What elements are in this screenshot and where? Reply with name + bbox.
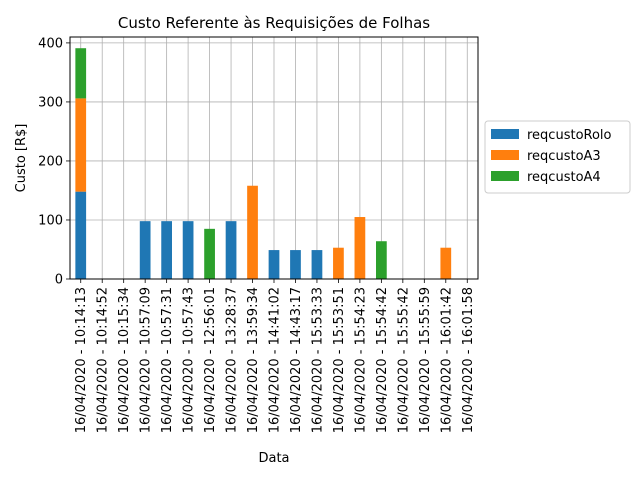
x-tick-label: 16/04/2020 - 14:41:02 [268,287,283,433]
legend-label: reqcustoA4 [527,170,601,185]
y-tick-label: 200 [38,154,63,169]
x-axis-label: Data [258,451,289,466]
x-tick-label: 16/04/2020 - 16:01:42 [439,287,454,433]
bar-segment-reqcustoRolo [268,250,280,279]
bar-segment-reqcustoRolo [290,250,301,279]
y-axis: 0 100 200 300 400 [38,36,70,288]
x-tick-label: 16/04/2020 - 15:54:42 [375,287,390,433]
x-tick-label: 16/04/2020 - 15:53:33 [310,287,325,433]
x-tick-label: 16/04/2020 - 13:28:37 [225,287,240,433]
legend-swatch [491,171,519,181]
legend-label: reqcustoRolo [527,128,612,143]
bar-segment-reqcustoRolo [75,191,87,279]
legend-box [484,120,631,194]
bar-segment-reqcustoA4 [204,228,215,279]
legend: reqcustoRolo reqcustoA3 reqcustoA4 [484,120,631,194]
legend-swatch [491,150,519,160]
bar-segment-reqcustoRolo [311,250,323,279]
x-tick-label: 16/04/2020 - 16:01:58 [461,287,476,433]
x-tick-label: 16/04/2020 - 15:54:23 [353,287,368,433]
x-tick-label: 16/04/2020 - 15:55:59 [418,287,433,433]
chart-title: Custo Referente às Requisições de Folhas [118,14,430,32]
bar-segment-reqcustoRolo [225,221,237,279]
legend-swatch [491,129,519,139]
bar-segment-reqcustoRolo [139,221,151,279]
y-tick-label: 300 [38,95,63,110]
x-axis: 16/04/2020 - 10:14:13 16/04/2020 - 10:14:… [74,279,476,433]
bar-segment-reqcustoA3 [247,185,258,279]
x-tick-label: 16/04/2020 - 14:43:17 [289,287,304,433]
bar-segment-reqcustoRolo [182,221,194,279]
y-tick-label: 400 [38,36,63,51]
y-tick-label: 0 [55,273,63,288]
x-tick-label: 16/04/2020 - 10:57:43 [182,287,197,433]
x-tick-label: 16/04/2020 - 15:55:42 [396,287,411,433]
bars [75,48,452,279]
legend-label: reqcustoA3 [527,149,601,164]
bar-segment-reqcustoRolo [161,221,172,279]
bar-segment-reqcustoA3 [75,98,87,192]
x-tick-label: 16/04/2020 - 10:57:09 [139,287,154,433]
bar-segment-reqcustoA3 [333,247,344,279]
bar-segment-reqcustoA3 [440,247,452,279]
x-tick-label: 16/04/2020 - 15:53:51 [332,287,347,433]
x-tick-label: 16/04/2020 - 13:59:34 [246,287,261,433]
x-tick-label: 16/04/2020 - 12:56:01 [203,287,218,433]
x-tick-label: 16/04/2020 - 10:14:13 [74,287,89,433]
x-tick-label: 16/04/2020 - 10:15:34 [117,287,132,433]
grid-lines [70,37,478,280]
x-tick-label: 16/04/2020 - 10:14:52 [96,287,111,433]
bar-segment-reqcustoA4 [75,48,87,99]
y-tick-label: 100 [38,213,63,228]
y-axis-label: Custo [R$] [14,124,29,193]
bar-segment-reqcustoA3 [354,217,366,279]
bar-segment-reqcustoA4 [376,241,387,279]
x-tick-label: 16/04/2020 - 10:57:31 [160,287,175,433]
